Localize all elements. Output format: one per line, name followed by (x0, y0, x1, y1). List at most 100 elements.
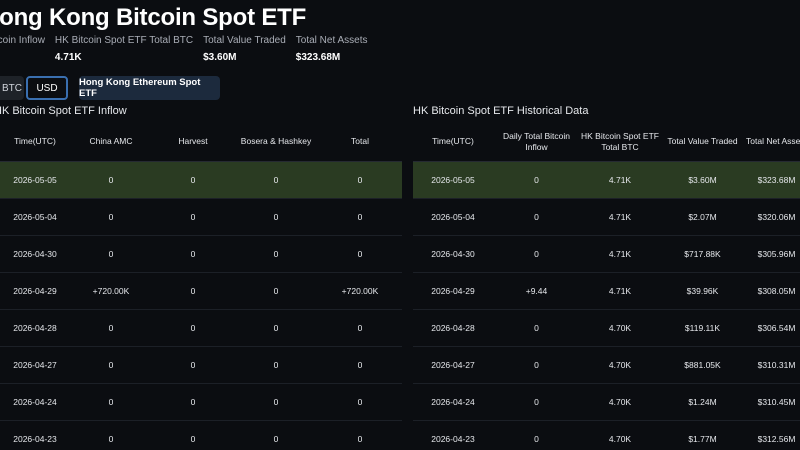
stat-total-btc: HK Bitcoin Spot ETF Total BTC 4.71K (55, 35, 193, 64)
table-row[interactable]: 2026-05-05 0 0 0 0 (0, 161, 402, 199)
column-header: Total Value Traded (660, 123, 745, 162)
table-row[interactable]: 2026-04-27 0 0 0 0 (0, 346, 402, 384)
table-cell: 2026-05-04 (0, 198, 70, 236)
table-cell: 0 (70, 235, 152, 273)
table-cell: 0 (152, 272, 234, 310)
table-cell: $306.54M (745, 309, 800, 347)
stat-label: HK Bitcoin Spot ETF Total BTC (54, 35, 194, 46)
table-cell: 0 (493, 161, 580, 199)
table-cell: 0 (493, 309, 580, 347)
table-cell: 0 (318, 161, 402, 199)
table-row[interactable]: 2026-04-24 0 4.70K $1.24M $310.45M (413, 383, 800, 421)
table-cell: +720.00K (318, 272, 402, 310)
table-row[interactable]: 2026-04-27 0 4.70K $881.05K $310.31M (413, 346, 800, 384)
table-cell: 0 (234, 309, 318, 347)
table-cell: +720.00K (70, 272, 152, 310)
table-cell: 0 (152, 309, 234, 347)
table-row[interactable]: 2026-05-04 0 4.71K $2.07M $320.06M (413, 198, 800, 236)
usd-toggle-button[interactable]: USD (26, 76, 68, 100)
table-row[interactable]: 2026-04-29 +720.00K 0 0 +720.00K (0, 272, 402, 310)
column-header: Daily Total Bitcoin Inflow (493, 123, 580, 162)
table-cell: 4.71K (580, 235, 660, 273)
table-cell: 0 (318, 198, 402, 236)
table-cell: 2026-05-04 (413, 198, 493, 236)
table-row[interactable]: 2026-04-30 0 0 0 0 (0, 235, 402, 273)
table-cell: 2026-04-27 (413, 346, 493, 384)
table-cell: 0 (70, 346, 152, 384)
table-cell: 0 (318, 235, 402, 273)
table-cell: 0 (318, 346, 402, 384)
column-header: HK Bitcoin Spot ETF Total BTC (580, 123, 660, 162)
table-cell: 2026-04-30 (413, 235, 493, 273)
table-cell: 0 (318, 420, 402, 450)
table-row[interactable]: 2026-04-29 +9.44 4.71K $39.96K $308.05M (413, 272, 800, 310)
table-cell: 2026-04-27 (0, 346, 70, 384)
table-cell: 0 (152, 235, 234, 273)
btc-toggle-button[interactable]: BTC (0, 76, 24, 100)
table-cell: 0 (318, 383, 402, 421)
table-cell: 4.70K (580, 309, 660, 347)
table-row[interactable]: 2026-04-23 0 4.70K $1.77M $312.56M (413, 420, 800, 450)
table-cell: 2026-04-28 (413, 309, 493, 347)
table-cell: 4.71K (580, 161, 660, 199)
table-cell: $1.24M (660, 383, 745, 421)
stats-bar: Bitcoin Inflow HK Bitcoin Spot ETF Total… (0, 35, 377, 64)
table-cell: $320.06M (745, 198, 800, 236)
table-row[interactable]: 2026-04-30 0 4.71K $717.88K $305.96M (413, 235, 800, 273)
table-cell: 0 (493, 235, 580, 273)
column-header: China AMC (70, 123, 152, 162)
table-cell: 0 (493, 198, 580, 236)
page-title: Hong Kong Bitcoin Spot ETF (0, 4, 307, 31)
stat-total-net-assets: Total Net Assets $323.68M (296, 35, 368, 64)
table-row[interactable]: 2026-05-05 0 4.71K $3.60M $323.68M (413, 161, 800, 199)
table-row[interactable]: 2026-04-23 0 0 0 0 (0, 420, 402, 450)
column-header: Time(UTC) (0, 123, 70, 162)
table-cell: 0 (234, 235, 318, 273)
table-cell: 0 (152, 198, 234, 236)
table-cell: $717.88K (660, 235, 745, 273)
table-cell: 0 (493, 346, 580, 384)
table-row[interactable]: 2026-04-28 0 4.70K $119.11K $306.54M (413, 309, 800, 347)
table-cell: 0 (70, 420, 152, 450)
table-cell: $2.07M (660, 198, 745, 236)
table-cell: $312.56M (745, 420, 800, 450)
table-cell: 0 (318, 309, 402, 347)
stat-label: Bitcoin Inflow (0, 35, 45, 46)
table-cell: 2026-04-29 (0, 272, 70, 310)
table-cell: 0 (234, 383, 318, 421)
column-header: Bosera & Hashkey (234, 123, 318, 162)
table-cell: 0 (234, 346, 318, 384)
table-cell: 0 (234, 198, 318, 236)
table-cell: 2026-04-28 (0, 309, 70, 347)
table-row[interactable]: 2026-04-24 0 0 0 0 (0, 383, 402, 421)
column-header: Total Net Assets (745, 123, 800, 162)
inflow-table: Time(UTC) China AMC Harvest Bosera & Hashke… (0, 123, 402, 450)
table-cell: 2026-04-24 (0, 383, 70, 421)
table-row[interactable]: 2026-04-28 0 0 0 0 (0, 309, 402, 347)
stat-label: Total Net Assets (295, 35, 368, 46)
table-cell: $119.11K (660, 309, 745, 347)
column-header: Time(UTC) (413, 123, 493, 162)
table-cell: $3.60M (660, 161, 745, 199)
table-cell: 0 (152, 383, 234, 421)
table-cell: 0 (70, 161, 152, 199)
currency-toggle: BTC USD (0, 76, 68, 100)
table-cell: 0 (152, 420, 234, 450)
inflow-table-title: HK Bitcoin Spot ETF Inflow (0, 105, 127, 117)
table-cell: 4.70K (580, 346, 660, 384)
table-cell: 0 (493, 383, 580, 421)
table-row[interactable]: 2026-05-04 0 0 0 0 (0, 198, 402, 236)
table-cell: 2026-04-30 (0, 235, 70, 273)
table-cell: $310.31M (745, 346, 800, 384)
table-cell: 4.70K (580, 383, 660, 421)
stat-label: Total Value Traded (203, 35, 286, 46)
table-cell: $305.96M (745, 235, 800, 273)
table-cell: 0 (234, 161, 318, 199)
table-cell: 0 (234, 272, 318, 310)
table-cell: $39.96K (660, 272, 745, 310)
table-cell: $1.77M (660, 420, 745, 450)
table-cell: $310.45M (745, 383, 800, 421)
table-cell: 4.71K (580, 198, 660, 236)
table-cell: 2026-05-05 (0, 161, 70, 199)
ethereum-etf-button[interactable]: Hong Kong Ethereum Spot ETF (79, 76, 220, 100)
